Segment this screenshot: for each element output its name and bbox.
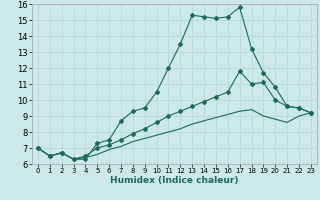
X-axis label: Humidex (Indice chaleur): Humidex (Indice chaleur) (110, 176, 239, 185)
